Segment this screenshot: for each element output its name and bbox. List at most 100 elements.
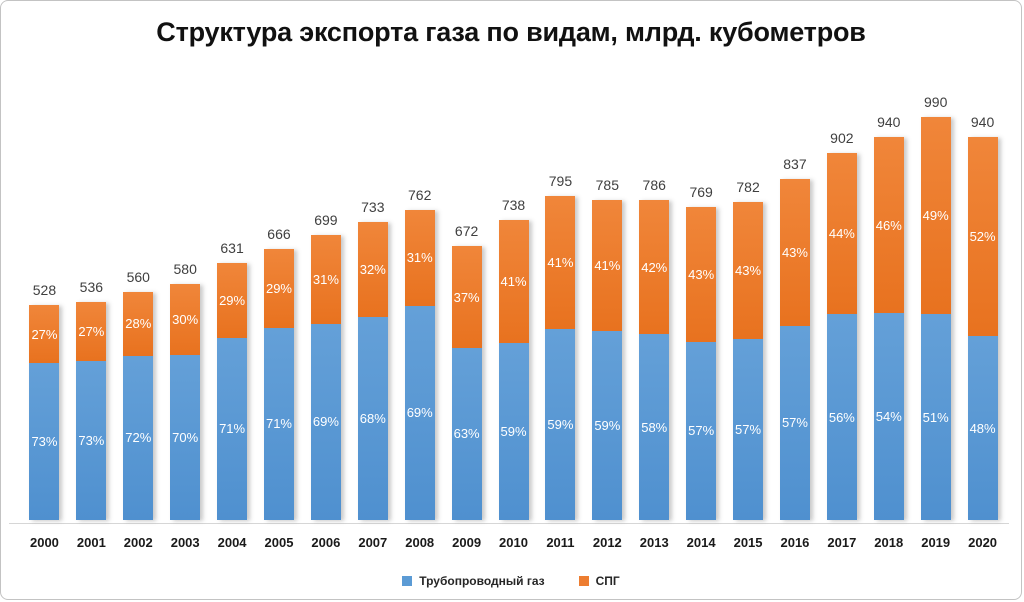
bar-total-label-2013: 786 — [642, 177, 666, 194]
stacked-bar-2005: 29% 71% — [263, 248, 294, 520]
bar-total-label-2012: 785 — [595, 177, 620, 194]
bar-slot-2016: 837 43% 57% 2016 — [772, 117, 819, 550]
bar-slot-2006: 699 31% 69% 2006 — [302, 117, 349, 550]
pipeline-gas-segment-2008: 69% — [404, 305, 435, 520]
pipeline-gas-percent-label-2009: 63% — [453, 426, 480, 442]
legend: Трубопроводный газ СПГ — [1, 574, 1021, 588]
pipeline-gas-segment-2018: 54% — [873, 313, 904, 520]
pipeline-gas-segment-2001: 73% — [76, 360, 107, 520]
x-axis-label-2003: 2003 — [170, 535, 200, 550]
bar-slot-2008: 762 31% 69% 2008 — [396, 117, 443, 550]
legend-label-pipeline-gas: Трубопроводный газ — [419, 574, 545, 588]
lng-percent-label-2004: 29% — [219, 292, 246, 308]
stacked-bar-2013: 42% 58% — [639, 200, 670, 520]
pipeline-gas-percent-label-2006: 69% — [312, 414, 339, 430]
stacked-bar-2000: 27% 73% — [29, 305, 60, 520]
pipeline-gas-percent-label-2017: 56% — [828, 409, 855, 425]
x-axis-label-2018: 2018 — [874, 535, 904, 550]
pipeline-gas-segment-2013: 58% — [639, 334, 670, 520]
lng-swatch-icon — [578, 576, 589, 586]
pipeline-gas-segment-2012: 59% — [592, 331, 623, 520]
bar-slot-2001: 536 27% 73% 2001 — [68, 117, 115, 550]
bar-slot-2020: 940 52% 48% 2020 — [959, 114, 1006, 550]
bar-total-label-2014: 769 — [689, 183, 713, 200]
lng-segment-2016: 43% — [779, 179, 810, 326]
pipeline-gas-segment-2017: 56% — [826, 314, 857, 520]
pipeline-gas-percent-label-2010: 59% — [500, 423, 527, 439]
x-axis-label-2014: 2014 — [686, 535, 716, 550]
pipeline-gas-segment-2020: 48% — [967, 336, 998, 520]
stacked-bar-2018: 46% 54% — [873, 137, 904, 520]
x-axis-label-2010: 2010 — [499, 535, 528, 550]
pipeline-gas-percent-label-2019: 51% — [922, 409, 949, 425]
x-axis-label-2001: 2001 — [76, 535, 106, 550]
bar-slot-2019: 990 49% 51% 2019 — [912, 94, 959, 550]
x-axis-label-2015: 2015 — [733, 535, 763, 550]
pipeline-gas-percent-label-2007: 68% — [359, 411, 386, 427]
stacked-bar-2014: 43% 57% — [686, 206, 717, 520]
stacked-bar-2002: 28% 72% — [123, 292, 154, 520]
legend-label-lng: СПГ — [595, 574, 620, 588]
pipeline-gas-segment-2015: 57% — [733, 338, 764, 520]
bar-total-label-2005: 666 — [267, 225, 291, 242]
stacked-bar-2006: 31% 69% — [310, 235, 341, 520]
bar-slot-2013: 786 42% 58% 2013 — [631, 117, 678, 550]
pipeline-gas-percent-label-2013: 58% — [641, 419, 668, 435]
legend-item-lng: СПГ — [578, 574, 620, 588]
pipeline-gas-percent-label-2008: 69% — [406, 405, 433, 421]
lng-percent-label-2017: 44% — [828, 226, 855, 242]
pipeline-gas-segment-2002: 72% — [123, 355, 154, 520]
lng-percent-label-2010: 41% — [500, 273, 527, 289]
bar-total-label-2020: 940 — [970, 114, 995, 131]
bar-total-label-2008: 762 — [408, 186, 432, 203]
stacked-bar-2001: 27% 73% — [76, 301, 107, 520]
stacked-bar-2020: 52% 48% — [967, 137, 998, 520]
bar-total-label-2010: 738 — [501, 196, 526, 213]
pipeline-gas-percent-label-2004: 71% — [219, 421, 246, 437]
lng-segment-2017: 44% — [826, 152, 857, 315]
bar-slot-2010: 738 41% 59% 2010 — [490, 117, 537, 550]
bar-slot-2000: 528 27% 73% 2000 — [21, 117, 68, 550]
lng-segment-2013: 42% — [639, 200, 670, 335]
pipeline-gas-segment-2010: 59% — [498, 342, 529, 520]
x-axis-label-2009: 2009 — [452, 535, 482, 550]
lng-segment-2003: 30% — [170, 283, 201, 355]
lng-percent-label-2006: 31% — [312, 272, 339, 288]
lng-percent-label-2009: 37% — [453, 289, 480, 305]
bar-total-label-2019: 990 — [923, 94, 948, 110]
bar-total-label-2002: 560 — [126, 269, 150, 286]
lng-segment-2000: 27% — [29, 305, 60, 364]
pipeline-gas-segment-2000: 73% — [29, 363, 60, 520]
lng-percent-label-2005: 29% — [265, 280, 292, 296]
bar-slot-2015: 782 43% 57% 2015 — [725, 117, 772, 550]
bar-slot-2009: 672 37% 63% 2009 — [443, 117, 490, 550]
bar-slot-2003: 580 30% 70% 2003 — [162, 117, 209, 550]
x-axis-label-2017: 2017 — [827, 535, 857, 550]
pipeline-gas-percent-label-2015: 57% — [735, 421, 762, 437]
stacked-bar-2010: 41% 59% — [498, 219, 529, 520]
lng-percent-label-2001: 27% — [78, 323, 105, 339]
bar-total-label-2004: 631 — [220, 240, 244, 257]
legend-item-pipeline-gas: Трубопроводный газ — [402, 574, 545, 588]
lng-percent-label-2019: 49% — [922, 208, 949, 224]
bar-total-label-2003: 580 — [173, 260, 197, 277]
lng-segment-2002: 28% — [123, 292, 154, 356]
lng-segment-2010: 41% — [498, 219, 529, 343]
bar-slot-2014: 769 43% 57% 2014 — [678, 117, 725, 550]
pipeline-gas-percent-label-2002: 72% — [125, 430, 152, 446]
stacked-bar-2016: 43% 57% — [779, 179, 810, 520]
x-axis-label-2020: 2020 — [968, 535, 998, 550]
lng-percent-label-2016: 43% — [781, 245, 808, 261]
pipeline-gas-segment-2014: 57% — [686, 341, 717, 520]
bar-total-label-2018: 940 — [877, 114, 901, 131]
lng-percent-label-2000: 27% — [31, 326, 58, 342]
pipeline-gas-percent-label-2020: 48% — [969, 420, 996, 436]
lng-segment-2012: 41% — [592, 200, 623, 332]
stacked-bar-2011: 41% 59% — [545, 196, 576, 520]
x-axis-label-2006: 2006 — [311, 535, 341, 550]
lng-percent-label-2014: 43% — [688, 266, 715, 282]
lng-segment-2001: 27% — [76, 301, 107, 361]
lng-segment-2020: 52% — [967, 137, 998, 337]
x-axis-label-2008: 2008 — [405, 535, 435, 550]
chart-title: Структура экспорта газа по видам, млрд. … — [156, 17, 866, 47]
